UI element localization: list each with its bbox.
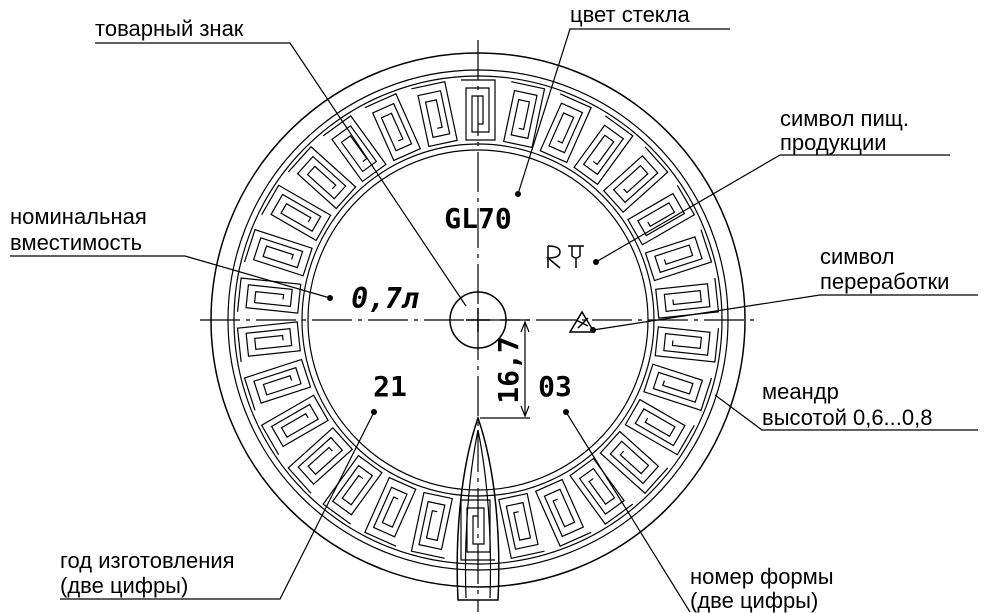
- meander-segment: [536, 94, 591, 163]
- year-marking: 21: [373, 370, 407, 403]
- label: символ пищ.: [780, 106, 909, 131]
- meander-segment: [570, 116, 633, 185]
- meander-segment: [625, 185, 694, 244]
- glass-code: GL70: [444, 202, 511, 235]
- meander-segment: [288, 147, 355, 212]
- callouts: товарный знак цвет стекла символ пищ. пр…: [10, 2, 978, 613]
- label: номинальная: [10, 204, 147, 229]
- label: год изготовления: [60, 548, 235, 573]
- diagram: GL70 0,7л 21 03 16,7 товарный знак цвет …: [0, 0, 989, 613]
- label: продукции: [780, 130, 887, 155]
- label: вместимость: [10, 230, 142, 255]
- bottom-drawing: GL70 0,7л 21 03 16,7: [200, 40, 760, 612]
- meander-segment: [411, 493, 457, 559]
- meander-segment: [323, 456, 386, 525]
- meander-segment: [536, 478, 591, 547]
- meander-segment: [238, 278, 301, 318]
- label: (две цифры): [60, 573, 188, 598]
- food-symbol: [548, 246, 584, 268]
- label: цвет стекла: [570, 2, 691, 27]
- label: высотой 0,6...0,8: [762, 405, 932, 430]
- meander-segment: [411, 82, 457, 148]
- capacity-marking: 0,7л: [351, 282, 419, 315]
- meander-segment: [238, 322, 301, 362]
- label: меандр: [762, 379, 839, 404]
- label: (две цифры): [690, 588, 818, 613]
- meander-segment: [365, 94, 420, 163]
- label: товарный знак: [95, 16, 244, 41]
- meander-segment: [499, 493, 545, 559]
- meander-segment: [365, 478, 420, 547]
- meander-segment: [244, 230, 312, 281]
- label: номер формы: [690, 564, 834, 589]
- dimension: 16,7: [492, 336, 525, 403]
- meander-segment: [655, 322, 718, 362]
- mold-marking: 03: [538, 370, 572, 403]
- meander-segment: [644, 359, 712, 410]
- label: переработки: [820, 269, 949, 294]
- meander-segment: [499, 82, 545, 148]
- meander-segment: [262, 395, 331, 454]
- label: символ: [820, 244, 894, 269]
